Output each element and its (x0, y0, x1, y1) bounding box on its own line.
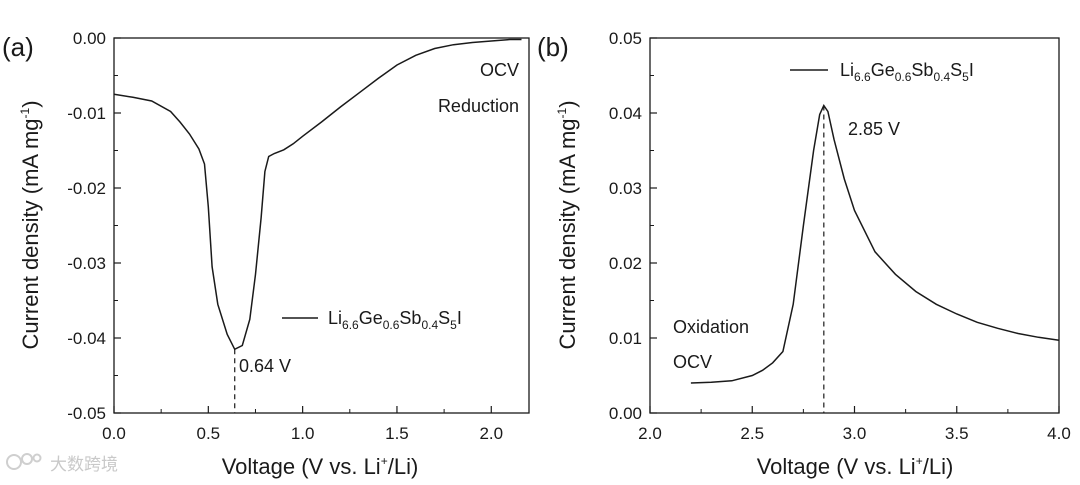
panel-a-x-tick-label: 1.5 (385, 424, 409, 443)
panel-a-peak-label: 0.64 V (239, 356, 291, 376)
panel-a-y-tick-label: -0.04 (67, 329, 106, 348)
panel-a-y-tick-label: 0.00 (73, 29, 106, 48)
panel-b-label: (b) (537, 32, 569, 62)
watermark: 大数跨境 (6, 453, 118, 474)
panel-a-x-tick-label: 2.0 (479, 424, 503, 443)
panel-a-label: (a) (2, 32, 34, 62)
watermark-text: 大数跨境 (50, 455, 118, 474)
panel-b-x-tick-label: 2.5 (740, 424, 764, 443)
panel-b-x-tick-label: 3.0 (843, 424, 867, 443)
panel-a-y-tick-label: -0.03 (67, 254, 106, 273)
panel-b-y-tick-label: 0.01 (609, 329, 642, 348)
panel-a-y-tick-label: -0.02 (67, 179, 106, 198)
panel-b-y-tick-label: 0.03 (609, 179, 642, 198)
panel-a-x-tick-label: 1.0 (291, 424, 315, 443)
panel-b-x-label: Voltage (V vs. Li+/Li) (757, 454, 954, 479)
panel-b: 2.0 2.5 3.0 3.5 4.0 0.00 0.01 0.02 0.03 0.04 0.05… (537, 29, 1071, 479)
panel-b-y-tick-label: 0.05 (609, 29, 642, 48)
panel-a-frame (113, 37, 530, 414)
panel-a-x-tick-label: 0.5 (196, 424, 220, 443)
panel-b-legend: Li6.6Ge0.6Sb0.4S5I (790, 60, 974, 84)
panel-a: 0.0 0.5 1.0 1.5 2.0 0.00 -0.01 -0.02 -0.03 -0.04… (2, 29, 530, 479)
panel-b-ocv-label: OCV (673, 352, 712, 372)
panel-b-legend-text: Li6.6Ge0.6Sb0.4S5I (840, 60, 974, 84)
panel-b-peak-label: 2.85 V (848, 119, 900, 139)
panel-a-ocv-label: OCV (480, 60, 519, 80)
panel-b-y-tick-label: 0.02 (609, 254, 642, 273)
panel-a-legend: Li6.6Ge0.6Sb0.4S5I (282, 308, 462, 332)
panel-b-x-tick-label: 3.5 (945, 424, 969, 443)
panel-a-x-tick-label: 0.0 (102, 424, 126, 443)
panel-b-y-label: Current density (mA mg-1) (555, 100, 580, 349)
panel-a-y-tick-label: -0.05 (67, 404, 106, 423)
watermark-logo-icon (6, 453, 42, 470)
panel-b-oxidation-label: Oxidation (673, 317, 749, 337)
panel-b-y-tick-label: 0.04 (609, 104, 642, 123)
panel-a-y-label: Current density (mA mg-1) (18, 100, 43, 349)
panel-a-y-axis: 0.00 -0.01 -0.02 -0.03 -0.04 -0.05 (67, 29, 121, 423)
panel-a-x-label: Voltage (V vs. Li+/Li) (222, 454, 419, 479)
panel-a-y-tick-label: -0.01 (67, 104, 106, 123)
panel-b-series-line (690, 103, 1060, 384)
panel-b-y-axis: 0.00 0.01 0.02 0.03 0.04 0.05 (609, 29, 657, 423)
panel-a-series-line (113, 38, 522, 351)
panel-a-legend-text: Li6.6Ge0.6Sb0.4S5I (328, 308, 462, 332)
panel-b-x-axis: 2.0 2.5 3.0 3.5 4.0 (638, 406, 1071, 443)
panel-b-x-tick-label: 4.0 (1047, 424, 1071, 443)
panel-b-y-tick-label: 0.00 (609, 404, 642, 423)
panel-a-reduction-label: Reduction (438, 96, 519, 116)
panel-a-x-axis: 0.0 0.5 1.0 1.5 2.0 (102, 406, 503, 443)
panel-b-x-tick-label: 2.0 (638, 424, 662, 443)
